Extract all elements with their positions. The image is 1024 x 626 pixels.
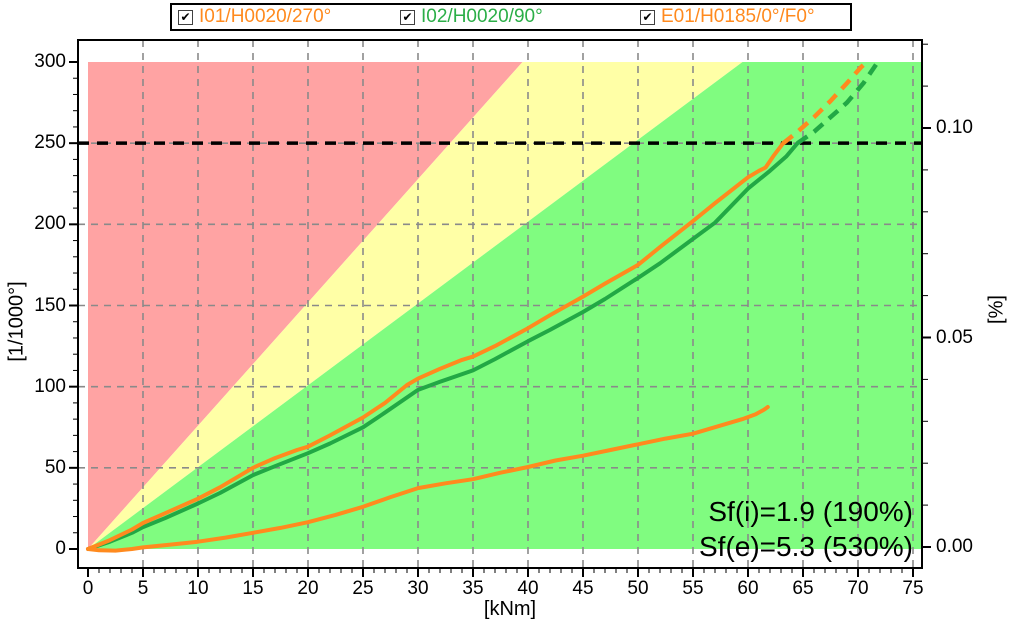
series-curve-2 — [86, 405, 770, 553]
y-left-tick-label: 200 — [34, 213, 66, 235]
x-tick-label: 65 — [792, 578, 814, 599]
y-left-tick-label: 50 — [44, 456, 66, 478]
y-right-tick-label: 0.05 — [936, 326, 973, 348]
sf-internal-annotation: Sf(i)=1.9 (190%) — [708, 496, 913, 527]
x-tick-label: 10 — [187, 578, 209, 599]
x-tick-label: 60 — [737, 578, 759, 599]
legend-item-i02[interactable]: ✔ I02/H0020/90° — [400, 5, 543, 29]
y-left-axis-title: [1/1000°] — [5, 281, 28, 362]
y-left-tick-label: 300 — [34, 51, 66, 72]
x-tick-label: 40 — [517, 578, 539, 599]
y-left-tick-label: 150 — [34, 294, 66, 316]
series-curve-dashed-1 — [781, 60, 869, 145]
sf-external-annotation: Sf(e)=5.3 (530%) — [699, 531, 913, 562]
x-tick-label: 45 — [572, 578, 594, 599]
plot-border — [77, 39, 923, 569]
y-left-tick-label: 250 — [34, 132, 66, 154]
y-right-tick-label: 0.00 — [936, 536, 973, 557]
x-tick-label: 30 — [407, 578, 429, 599]
checkbox-i01[interactable]: ✔ — [178, 9, 193, 25]
x-tick-label: 15 — [242, 578, 264, 599]
y-right-tick-label: 0.10 — [936, 117, 973, 138]
legend-label-i02: I02/H0020/90° — [421, 6, 543, 27]
y-left-tick-label: 0 — [55, 538, 66, 559]
x-tick-label: 25 — [352, 578, 374, 599]
checkbox-e01[interactable]: ✔ — [640, 9, 655, 25]
legend-item-i01[interactable]: ✔ I01/H0020/270° — [178, 5, 331, 29]
checkbox-i02[interactable]: ✔ — [400, 9, 415, 25]
legend-label-e01: E01/H0185/0°/F0° — [661, 6, 815, 27]
legend-box: ✔ I01/H0020/270° ✔ I02/H0020/90° ✔ E01/H… — [170, 3, 852, 31]
x-tick-label: 0 — [82, 578, 94, 599]
x-tick-label: 20 — [297, 578, 319, 599]
series-curve-1 — [86, 141, 786, 551]
x-tick-label: 50 — [627, 578, 649, 599]
x-axis-title: [kNm] — [483, 598, 537, 620]
x-tick-label: 75 — [902, 578, 924, 599]
x-tick-label: 35 — [462, 578, 484, 599]
x-tick-label: 70 — [847, 578, 869, 599]
legend-label-i01: I01/H0020/270° — [199, 6, 332, 27]
series-curve-0 — [86, 141, 800, 551]
legend-item-e01[interactable]: ✔ E01/H0185/0°/F0° — [640, 5, 815, 29]
y-left-tick-label: 100 — [34, 375, 66, 397]
x-tick-label: 55 — [682, 578, 704, 599]
x-tick-label: 5 — [137, 578, 149, 599]
y-right-axis-title: [%] — [985, 295, 1008, 324]
